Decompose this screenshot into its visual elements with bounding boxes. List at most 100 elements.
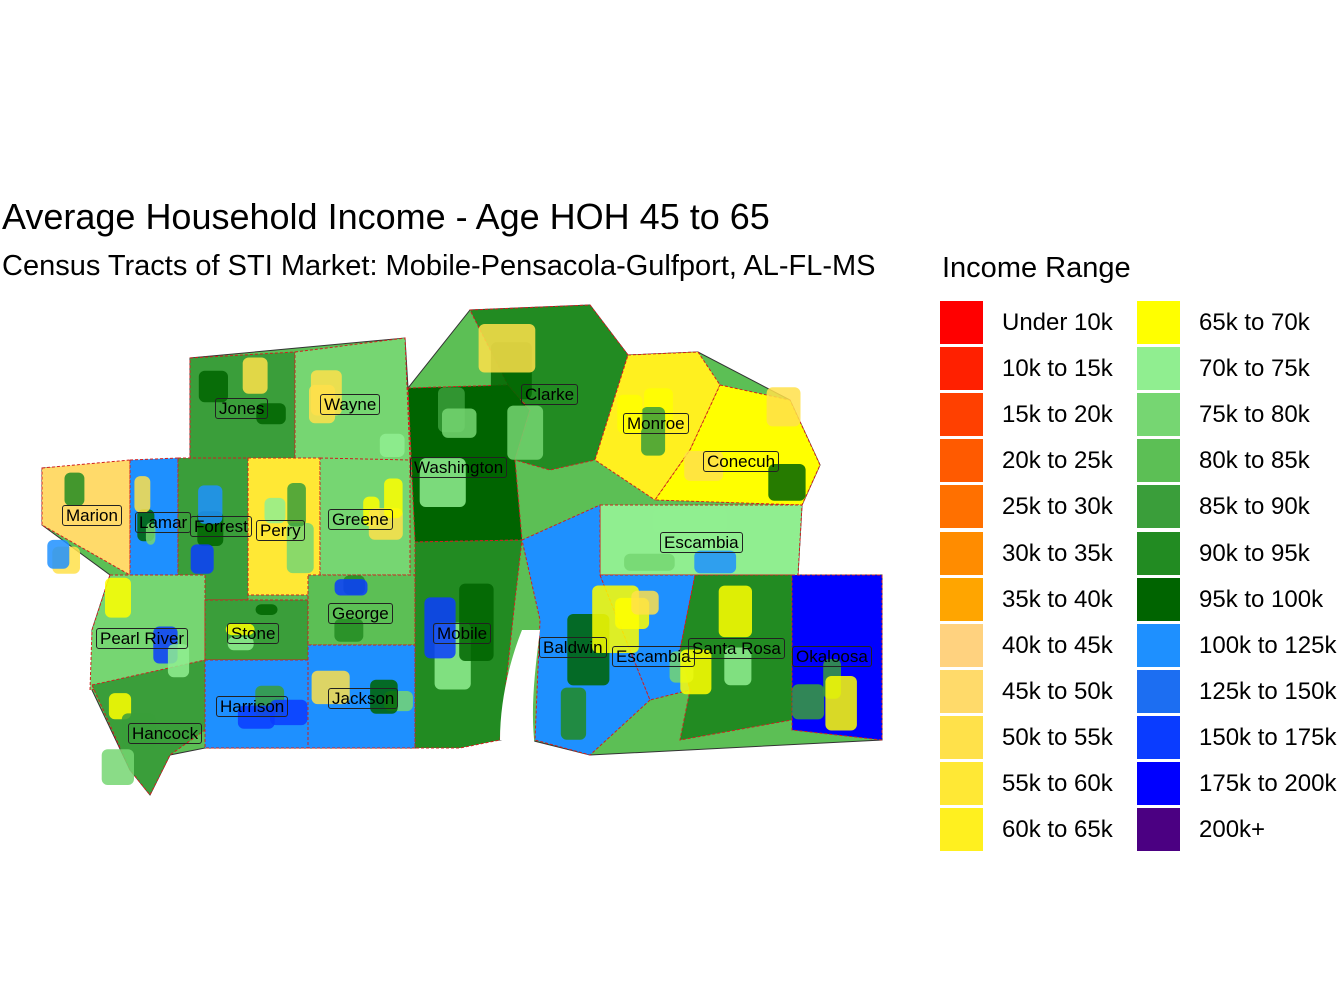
county-label: Washington bbox=[410, 457, 508, 478]
tract-patch bbox=[718, 585, 752, 638]
tract-patch bbox=[47, 539, 70, 569]
tract-patch bbox=[286, 523, 314, 574]
legend-label: 30k to 35k bbox=[1002, 539, 1113, 567]
tract-patch bbox=[256, 403, 286, 425]
map-svg bbox=[41, 304, 883, 796]
legend-label: 60k to 65k bbox=[1002, 816, 1113, 844]
legend-label: 55k to 60k bbox=[1002, 770, 1113, 797]
legend-label: 40k to 45k bbox=[1002, 631, 1113, 659]
tract-patch bbox=[64, 472, 85, 506]
legend-swatch bbox=[1137, 762, 1180, 805]
legend-swatch bbox=[940, 439, 983, 483]
chart-title: Average Household Income - Age HOH 45 to… bbox=[2, 196, 770, 237]
legend-label: 35k to 40k bbox=[1002, 585, 1113, 613]
tract-patch bbox=[419, 458, 466, 507]
legend-label: 15k to 20k bbox=[1002, 401, 1113, 429]
legend-swatch bbox=[940, 531, 983, 575]
legend-title: Income Range bbox=[942, 252, 1131, 284]
legend-label: 10k to 15k bbox=[1002, 355, 1113, 383]
legend-swatch bbox=[940, 577, 983, 621]
legend-swatch bbox=[1137, 623, 1180, 667]
legend-label: 80k to 85k bbox=[1199, 447, 1310, 475]
legend-swatch bbox=[940, 623, 983, 667]
tract-patch bbox=[724, 647, 752, 686]
tract-patch bbox=[105, 577, 131, 618]
legend-swatch bbox=[940, 301, 983, 344]
legend-label: 65k to 70k bbox=[1199, 309, 1310, 336]
tract-patch bbox=[237, 705, 275, 729]
legend-label: 70k to 75k bbox=[1199, 355, 1310, 383]
tract-patch bbox=[652, 509, 728, 533]
county-label: Hancock bbox=[128, 723, 203, 744]
legend-label: 100k to 125k bbox=[1199, 631, 1337, 659]
county-label: Pearl River bbox=[96, 628, 189, 649]
chart-subtitle: Census Tracts of STI Market: Mobile-Pens… bbox=[2, 250, 876, 282]
mobile-bay-water bbox=[500, 630, 540, 748]
legend-swatch bbox=[1137, 347, 1180, 391]
tract-patch bbox=[792, 684, 825, 720]
tract-patch bbox=[384, 478, 403, 519]
county-label: Greene bbox=[328, 509, 393, 530]
legend-swatch bbox=[940, 347, 983, 391]
legend-swatch bbox=[1137, 715, 1180, 759]
legend-label: 25k to 30k bbox=[1002, 493, 1113, 521]
legend-swatch bbox=[940, 485, 983, 529]
tract-patch bbox=[631, 590, 659, 615]
county-label: Forrest bbox=[190, 516, 252, 537]
legend-swatch bbox=[1137, 301, 1180, 344]
legend-label: 50k to 55k bbox=[1002, 723, 1113, 751]
tract-patch bbox=[198, 485, 223, 524]
legend-label: 200k+ bbox=[1199, 816, 1266, 844]
legend-swatch bbox=[1137, 439, 1180, 483]
legend-swatch bbox=[940, 393, 983, 437]
legend-label: 85k to 90k bbox=[1199, 493, 1310, 521]
tract-patch bbox=[287, 483, 306, 527]
tract-patch bbox=[198, 370, 228, 403]
tract-patch bbox=[225, 623, 255, 636]
county-label: Clarke bbox=[521, 384, 579, 405]
county-label: Stone bbox=[227, 623, 280, 644]
tract-patch bbox=[264, 497, 286, 524]
tract-patch bbox=[680, 649, 712, 695]
legend-label: 175k to 200k bbox=[1199, 770, 1337, 797]
legend-swatch bbox=[940, 808, 983, 852]
legend-label: 45k to 50k bbox=[1002, 677, 1113, 705]
tract-patch bbox=[134, 476, 151, 513]
county-label: Jackson bbox=[328, 688, 399, 709]
tract-patch bbox=[560, 687, 587, 740]
county-region bbox=[41, 459, 131, 576]
legend-swatch bbox=[1137, 393, 1180, 437]
legend-label: Under 10k bbox=[1002, 309, 1113, 336]
tract-patch bbox=[334, 618, 364, 642]
county-label: Perry bbox=[256, 520, 305, 541]
county-label: Baldwin bbox=[539, 637, 607, 658]
legend-swatch bbox=[1137, 669, 1180, 713]
county-label: Mobile bbox=[433, 623, 492, 644]
tract-patch bbox=[641, 407, 666, 456]
legend-label: 20k to 25k bbox=[1002, 447, 1113, 475]
county-label: Marion bbox=[62, 505, 122, 526]
legend-label: 75k to 80k bbox=[1199, 401, 1310, 429]
tract-patch bbox=[442, 408, 477, 438]
tract-patch bbox=[507, 405, 544, 460]
county-label: Lamar bbox=[135, 512, 192, 533]
county-label: Conecuh bbox=[703, 451, 780, 472]
legend-swatch bbox=[1137, 577, 1180, 621]
tract-patch bbox=[108, 693, 132, 720]
legend-label: 125k to 150k bbox=[1199, 677, 1337, 705]
legend-swatch bbox=[1137, 531, 1180, 575]
county-label: Escambia bbox=[612, 646, 695, 667]
tract-patch bbox=[766, 387, 801, 427]
tract-patch bbox=[255, 604, 278, 615]
legend-swatch bbox=[1137, 485, 1180, 529]
legend-swatch bbox=[940, 669, 983, 713]
county-label: Monroe bbox=[623, 413, 689, 434]
tract-patch bbox=[270, 699, 308, 726]
tract-patch bbox=[242, 357, 268, 394]
tract-patch bbox=[310, 370, 342, 416]
tract-patch bbox=[101, 749, 134, 785]
county-label: Wayne bbox=[320, 394, 381, 415]
county-label: Okaloosa bbox=[792, 646, 872, 667]
tract-patch bbox=[190, 544, 214, 574]
tract-patch bbox=[145, 522, 156, 545]
